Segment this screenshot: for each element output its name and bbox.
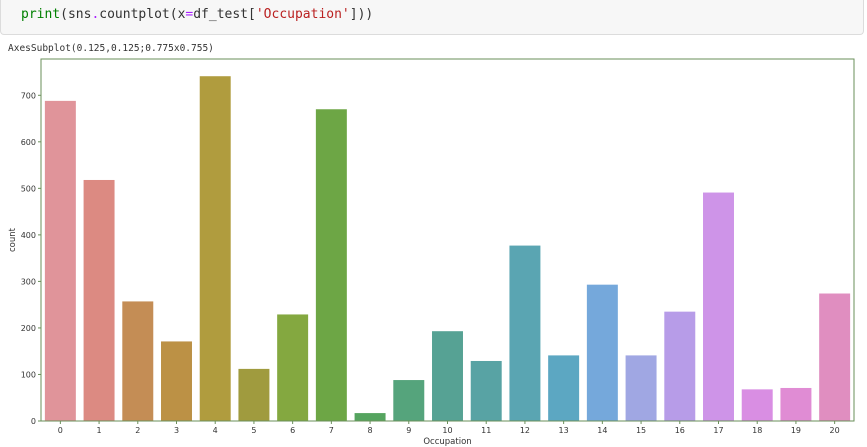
bar-20 — [819, 293, 851, 421]
x-tick-label-19: 19 — [791, 426, 801, 435]
x-tick-label-10: 10 — [442, 426, 452, 435]
bar-16 — [664, 311, 696, 421]
bar-13 — [548, 355, 580, 421]
bar-8 — [354, 413, 386, 421]
y-tick-label-400: 400 — [21, 231, 36, 240]
x-tick-label-16: 16 — [675, 426, 685, 435]
x-tick-label-3: 3 — [174, 426, 179, 435]
code-line: print(sns.countplot(x=df_test['Occupatio… — [21, 7, 373, 22]
y-tick-label-300: 300 — [21, 277, 36, 286]
x-tick-label-17: 17 — [713, 426, 723, 435]
y-tick-label-0: 0 — [31, 417, 36, 426]
code-bracket-open: [ — [248, 7, 256, 22]
code-module: sns — [67, 7, 92, 22]
bar-4 — [199, 76, 231, 421]
y-tick-label-200: 200 — [21, 324, 36, 333]
code-arg: x — [177, 7, 186, 22]
x-tick-label-6: 6 — [290, 426, 295, 435]
code-func: print — [21, 7, 61, 22]
x-tick-label-15: 15 — [636, 426, 646, 435]
x-tick-label-2: 2 — [135, 426, 140, 435]
x-tick-label-8: 8 — [368, 426, 373, 435]
x-tick-label-4: 4 — [213, 426, 218, 435]
y-tick-label-600: 600 — [21, 138, 36, 147]
x-tick-label-20: 20 — [830, 426, 840, 435]
code-bracket-close: ] — [349, 7, 358, 22]
code-method: countplot — [99, 7, 170, 22]
y-tick-label-500: 500 — [21, 184, 36, 193]
x-tick-label-14: 14 — [597, 426, 607, 435]
code-paren-close: )) — [357, 7, 374, 22]
code-dot: . — [91, 7, 100, 22]
code-equals: = — [185, 7, 194, 22]
x-tick-label-0: 0 — [58, 426, 63, 435]
x-tick-label-9: 9 — [406, 426, 411, 435]
bar-12 — [509, 245, 541, 421]
bar-2 — [122, 301, 154, 421]
x-tick-label-12: 12 — [520, 426, 530, 435]
x-tick-label-11: 11 — [481, 426, 491, 435]
bar-9 — [393, 380, 425, 421]
x-tick-label-7: 7 — [329, 426, 334, 435]
bar-14 — [586, 284, 618, 421]
code-paren-open: ( — [60, 7, 68, 22]
x-tick-label-13: 13 — [559, 426, 569, 435]
bar-3 — [161, 341, 192, 421]
x-tick-label-5: 5 — [251, 426, 256, 435]
code-key-string: 'Occupation' — [255, 7, 350, 22]
bar-15 — [625, 355, 657, 421]
bar-6 — [277, 314, 309, 421]
y-tick-label-100: 100 — [21, 370, 36, 379]
bar-17 — [703, 192, 734, 421]
bar-1 — [83, 179, 115, 421]
x-tick-label-18: 18 — [752, 426, 762, 435]
x-axis-label: Occupation — [423, 437, 471, 447]
y-tick-label-700: 700 — [21, 91, 36, 100]
bar-10 — [432, 331, 463, 421]
bar-0 — [44, 100, 76, 421]
code-df: df_test — [193, 7, 249, 22]
output-text: AxesSubplot(0.125,0.125;0.775x0.755) — [8, 43, 214, 54]
x-tick-label-1: 1 — [97, 426, 102, 435]
bar-7 — [315, 109, 347, 422]
code-paren-open-2: ( — [169, 7, 178, 22]
y-axis-label: count — [8, 227, 18, 252]
code-cell[interactable]: print(sns.countplot(x=df_test['Occupatio… — [0, 0, 864, 35]
bar-5 — [238, 368, 270, 421]
bar-19 — [780, 387, 812, 421]
bar-18 — [741, 389, 773, 421]
bar-11 — [470, 360, 502, 421]
